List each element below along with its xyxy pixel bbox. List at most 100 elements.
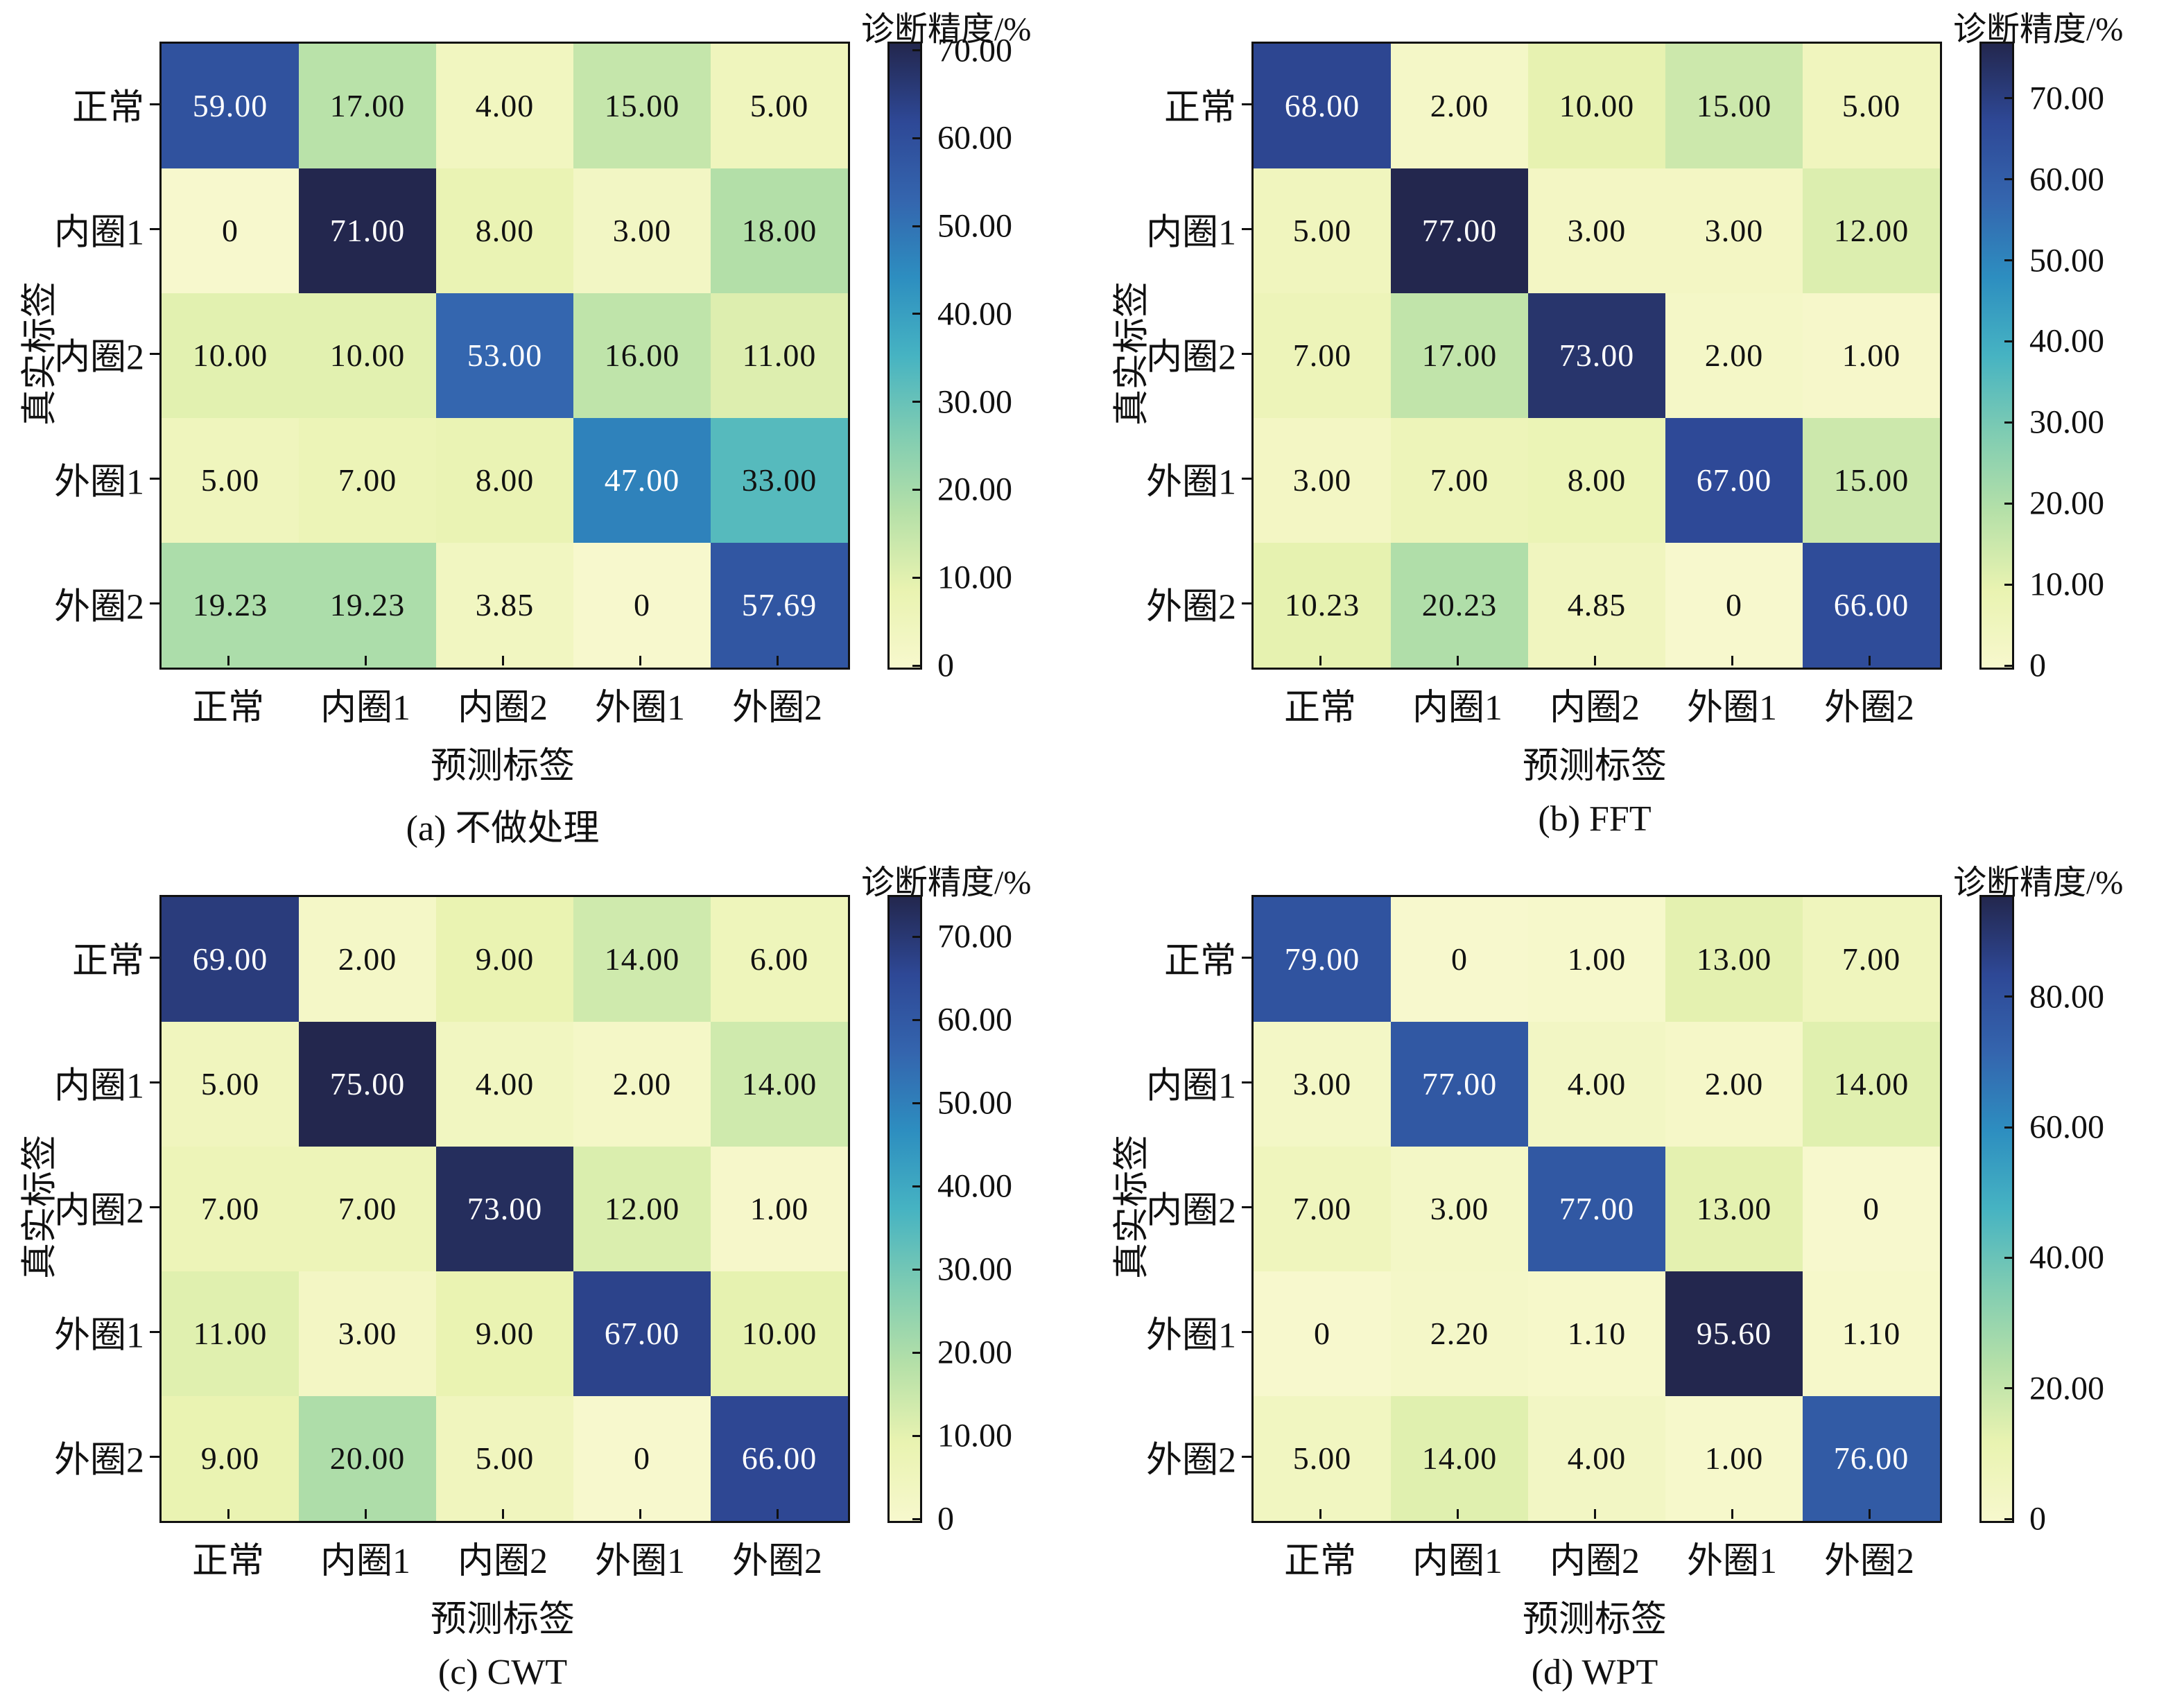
colorbar — [887, 895, 922, 1523]
heatmap-cell: 1.00 — [1665, 1396, 1803, 1521]
heatmap-cell: 75.00 — [299, 1022, 436, 1147]
axis-tick-mark — [501, 656, 504, 665]
colorbar-tick-label: 70.00 — [2029, 80, 2104, 117]
colorbar-tick-label: 30.00 — [2029, 403, 2104, 441]
heatmap-cell: 59.00 — [162, 44, 299, 168]
heatmap-cell: 77.00 — [1528, 1147, 1665, 1271]
heatmap-cell: 3.00 — [299, 1271, 436, 1396]
heatmap-cell: 53.00 — [436, 293, 573, 418]
heatmap-cell: 57.69 — [711, 543, 848, 668]
axis-tick-mark — [2004, 995, 2014, 998]
panel-caption: (a) 不做处理 — [406, 809, 600, 848]
panel-caption: (c) CWT — [437, 1653, 568, 1692]
heatmap-cell: 1.00 — [1528, 897, 1665, 1022]
heatmap-cell: 20.00 — [299, 1396, 436, 1521]
colorbar-tick-label: 70.00 — [937, 918, 1012, 955]
heatmap-cell: 33.00 — [711, 418, 848, 543]
axis-tick-mark — [1731, 656, 1733, 665]
x-axis-title: 预测标签 — [430, 747, 575, 786]
y-axis-tick-label: 内圈2 — [53, 1191, 144, 1231]
axis-tick-mark — [912, 1351, 922, 1354]
axis-tick-mark — [227, 1509, 229, 1519]
x-axis-title: 预测标签 — [430, 1600, 575, 1639]
heatmap-cell: 0 — [1803, 1147, 1940, 1271]
heatmap-cell: 10.23 — [1254, 543, 1391, 668]
heatmap-cell: 0 — [1391, 897, 1528, 1022]
colorbar-tick-label: 50.00 — [937, 1084, 1012, 1122]
heatmap-cell: 68.00 — [1254, 44, 1391, 168]
heatmap-cell: 95.60 — [1665, 1271, 1803, 1396]
colorbar-tick-label: 30.00 — [937, 383, 1012, 421]
colorbar-tick-label: 0 — [2029, 1500, 2046, 1538]
heatmap-cell: 7.00 — [1254, 1147, 1391, 1271]
heatmap-cell: 2.20 — [1391, 1271, 1528, 1396]
heatmap-cell: 3.00 — [1391, 1147, 1528, 1271]
axis-tick-mark — [912, 1268, 922, 1271]
colorbar-tick-label: 60.00 — [937, 119, 1012, 157]
x-axis-tick-label: 外圈1 — [1686, 688, 1777, 728]
heatmap-cell: 69.00 — [162, 897, 299, 1022]
axis-tick-mark — [2004, 1126, 2014, 1129]
x-axis-tick-label: 外圈2 — [1823, 1542, 1914, 1581]
heatmap-grid: 69.00 2.00 9.00 14.00 6.00 5.00 75.00 4.00 2.00 1… — [159, 895, 850, 1523]
x-axis-tick-label: 正常 — [191, 688, 264, 728]
heatmap-grid: 79.00 0 1.00 13.00 7.00 3.00 77.00 4.00 2.00 14.0… — [1251, 895, 1942, 1523]
axis-tick-mark — [2004, 421, 2014, 424]
heatmap-cell: 3.00 — [573, 168, 711, 293]
x-axis-tick-label: 正常 — [191, 1542, 264, 1581]
axis-tick-mark — [912, 664, 922, 667]
heatmap-cell: 14.00 — [1391, 1396, 1528, 1521]
y-axis-tick-label: 外圈2 — [53, 1440, 144, 1481]
heatmap-cell: 4.00 — [1528, 1022, 1665, 1147]
heatmap-cell: 20.23 — [1391, 543, 1528, 668]
axis-tick-mark — [776, 1509, 779, 1519]
axis-tick-mark — [2004, 97, 2014, 100]
heatmap-cell: 10.00 — [1528, 44, 1665, 168]
panel-b: 诊断精度/% 真实标签 68.00 2.00 10.00 15.00 5.00 5.00 7… — [1092, 0, 2184, 853]
colorbar-title: 诊断精度/% — [1953, 864, 2124, 901]
panel-d: 诊断精度/% 真实标签 79.00 0 1.00 13.00 7.00 3.00 77.00… — [1092, 853, 2184, 1706]
heatmap-cell: 7.00 — [162, 1147, 299, 1271]
colorbar — [1979, 895, 2014, 1523]
heatmap-cell: 0 — [573, 543, 711, 668]
axis-tick-mark — [2004, 1517, 2014, 1520]
x-axis-title: 预测标签 — [1522, 1600, 1667, 1639]
axis-tick-mark — [227, 656, 229, 665]
y-axis-tick-label: 外圈2 — [53, 587, 144, 627]
heatmap-cell: 8.00 — [436, 168, 573, 293]
x-axis-tick-label: 外圈1 — [1686, 1542, 1777, 1581]
axis-tick-mark — [364, 656, 367, 665]
heatmap-cell: 15.00 — [1803, 418, 1940, 543]
axis-tick-mark — [150, 602, 159, 604]
axis-tick-mark — [1242, 602, 1251, 604]
axis-tick-mark — [2004, 178, 2014, 181]
axis-tick-mark — [150, 1455, 159, 1458]
axis-tick-mark — [1319, 656, 1321, 665]
colorbar-tick-label: 50.00 — [2029, 242, 2104, 279]
heatmap-grid: 59.00 17.00 4.00 15.00 5.00 0 71.00 8.00 3.00 18.… — [159, 42, 850, 670]
axis-tick-mark — [912, 1018, 922, 1021]
axis-tick-mark — [2004, 340, 2014, 342]
heatmap-cell: 1.10 — [1528, 1271, 1665, 1396]
axis-tick-mark — [364, 1509, 367, 1519]
x-axis-tick-label: 内圈2 — [1549, 688, 1640, 728]
colorbar-tick-label: 40.00 — [2029, 1239, 2104, 1276]
axis-tick-mark — [1242, 352, 1251, 355]
axis-tick-mark — [150, 477, 159, 480]
y-axis-tick-label: 正常 — [1163, 941, 1236, 982]
heatmap-cell: 1.00 — [711, 1147, 848, 1271]
axis-tick-mark — [1242, 227, 1251, 230]
heatmap-cell: 66.00 — [711, 1396, 848, 1521]
x-axis-tick-label: 外圈1 — [594, 1542, 685, 1581]
colorbar-tick-label: 20.00 — [2029, 1370, 2104, 1407]
x-axis-tick-label: 外圈2 — [731, 688, 822, 728]
colorbar — [887, 42, 922, 670]
colorbar-tick-label: 0 — [937, 1500, 954, 1538]
y-axis-tick-label: 外圈1 — [1145, 462, 1236, 503]
axis-tick-mark — [1731, 1509, 1733, 1519]
axis-tick-mark — [639, 1509, 641, 1519]
axis-tick-mark — [150, 352, 159, 355]
x-axis-tick-label: 内圈2 — [457, 688, 548, 728]
x-axis-tick-label: 正常 — [1283, 1542, 1356, 1581]
heatmap-cell: 8.00 — [1528, 418, 1665, 543]
